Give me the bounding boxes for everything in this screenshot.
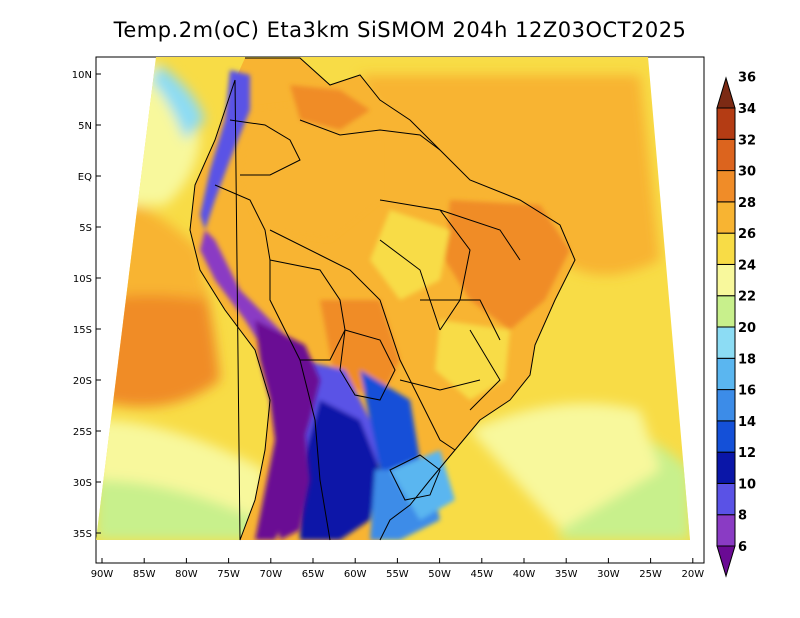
atlantic-south-yellow (470, 403, 660, 530)
lon-label: 70W (259, 569, 282, 580)
colorbar-label: 18 (738, 352, 756, 367)
colorbar-segment (716, 201, 736, 234)
lon-label: 90W (91, 569, 114, 580)
lon-label: 60W (344, 569, 367, 580)
argentina-border (299, 359, 331, 541)
pacific-south-cool (96, 470, 260, 540)
bolivia-border (269, 259, 346, 361)
argentina-cold (300, 400, 380, 540)
colorbar-segment (716, 389, 736, 422)
northeast-hot (445, 200, 570, 330)
colorbar-label: 16 (738, 384, 756, 399)
uruguay-border (389, 454, 441, 501)
colorbar-min-arrow (716, 545, 736, 578)
colorbar-label: 10 (738, 477, 756, 492)
lon-label: 35W (555, 569, 578, 580)
lon-label: 65W (302, 569, 325, 580)
colorbar-segment (716, 263, 736, 297)
colorbar-segment (716, 170, 736, 203)
lat-label: 10N (72, 70, 92, 81)
brazil-border (269, 119, 456, 451)
colorbar-segment (716, 107, 736, 140)
colorbar-label: 14 (738, 415, 756, 430)
lon-label: 50W (428, 569, 451, 580)
colorbar-segment (716, 295, 736, 328)
lat-label: 10S (73, 274, 92, 285)
andes-south-core (275, 420, 310, 540)
colorbar-segment (716, 514, 736, 547)
central-light (370, 210, 450, 300)
colorbar-label: 26 (738, 227, 756, 242)
lon-label: 75W (217, 569, 240, 580)
longitude-axis: 90W 85W 80W 75W 70W 65W 60W 55W 50W 45W 40W 35W 30W 2… (91, 558, 704, 580)
lat-label: 5S (79, 223, 92, 234)
lon-label: 20W (681, 569, 704, 580)
colorbar-segment (716, 357, 736, 391)
atlantic-warm-zone (360, 75, 660, 275)
lon-label: 80W (175, 569, 198, 580)
andes-north (200, 70, 250, 230)
colorbar-label: 8 (738, 509, 747, 524)
colorbar-label: 36 (738, 71, 756, 86)
peru-border (214, 184, 271, 261)
colorbar-max-arrow (716, 76, 736, 109)
lon-label: 40W (513, 569, 536, 580)
lon-label: 55W (386, 569, 409, 580)
colorbar-label: 28 (738, 196, 756, 211)
colorbar-label: 6 (738, 540, 747, 555)
lat-label: 20S (73, 376, 92, 387)
colorbar-segment (716, 232, 736, 265)
colorbar-label: 30 (738, 165, 756, 180)
lon-label: 25W (639, 569, 662, 580)
lat-label: 5N (78, 121, 92, 132)
lat-label: 15S (73, 325, 92, 336)
colorbar-segment (716, 451, 736, 484)
colorbar-label: 12 (738, 446, 756, 461)
colorbar-label: 20 (738, 321, 756, 336)
amazon-warm (240, 100, 380, 240)
colorbar-segment (716, 326, 736, 359)
lat-label: 30S (73, 478, 92, 489)
lat-label: 35S (73, 529, 92, 540)
guiana-hot (290, 85, 370, 130)
lon-label: 30W (597, 569, 620, 580)
uruguay-light (390, 450, 455, 520)
colorbar-label: 22 (738, 290, 756, 305)
paraguay-border (339, 329, 396, 401)
colorbar: 6 8 10 12 14 16 18 20 22 24 26 28 30 32 34 36 (716, 71, 756, 578)
lon-label: 45W (470, 569, 493, 580)
coastline-outline (189, 57, 576, 541)
pacific-south-yellow (96, 420, 265, 520)
colorbar-segment (716, 420, 736, 453)
lat-label: 25S (73, 427, 92, 438)
latitude-axis: 10N 5N EQ 5S 10S 15S 20S 25S 30S 35S (72, 70, 101, 540)
lon-label: 85W (133, 569, 156, 580)
southeast-light (435, 320, 510, 400)
colombia-border (229, 119, 301, 176)
lat-label: EQ (78, 172, 92, 183)
pacific-cool-strip (150, 65, 205, 140)
colorbar-label: 24 (738, 258, 756, 273)
map-title: Temp.2m(oC) Eta3km SiSMOM 204h 12Z03OCT2… (113, 18, 687, 42)
colorbar-segment (716, 482, 736, 516)
colorbar-segment (716, 138, 736, 172)
brazil-states (379, 199, 521, 411)
colorbar-label: 32 (738, 133, 756, 148)
colorbar-label: 34 (738, 102, 756, 117)
